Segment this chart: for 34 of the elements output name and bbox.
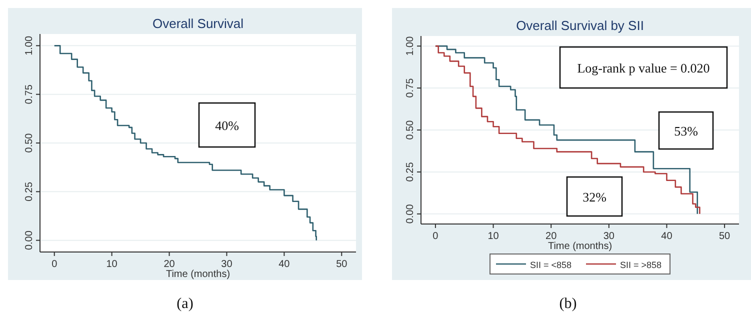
x-tick-label: 20	[546, 231, 558, 242]
x-axis-title: Time (months)	[548, 241, 612, 252]
x-tick-label: 40	[661, 231, 673, 242]
chart-title: Overall Survival	[152, 16, 244, 31]
y-tick-label: 0.75	[405, 78, 416, 98]
x-tick-label: 20	[164, 259, 176, 270]
legend-label: SII = >858	[620, 260, 662, 270]
y-tick-label: 0.75	[24, 84, 35, 104]
y-tick-label: 1.00	[405, 36, 416, 56]
text: (a)	[176, 296, 194, 312]
y-tick-label: 0.00	[24, 230, 35, 250]
y-tick-label: 0.00	[405, 204, 416, 224]
x-tick-label: 40	[278, 259, 290, 270]
x-tick-label: 0	[432, 231, 439, 242]
x-tick-label: 50	[718, 231, 731, 242]
y-tick-label: 1.00	[24, 36, 35, 56]
x-tick-label: 0	[52, 259, 58, 270]
annotation: 53%	[674, 124, 698, 138]
x-axis-title: Time (months)	[166, 269, 230, 280]
y-tick-label: 0.25	[24, 181, 35, 202]
y-tick-label: 0.50	[405, 120, 416, 140]
x-tick-label: 10	[488, 231, 500, 242]
annotation: 40%	[215, 118, 240, 133]
chart-title: Overall Survival by SII	[516, 18, 644, 33]
y-tick-label: 0.50	[24, 132, 35, 153]
annotation: 32%	[582, 190, 607, 204]
x-tick-label: 50	[336, 259, 348, 270]
annotation: Log-rank p value = 0.020	[577, 60, 710, 76]
text: (b)	[559, 296, 577, 312]
y-tick-label: 0.25	[405, 162, 416, 182]
x-tick-label: 30	[221, 259, 233, 270]
x-tick-label: 10	[106, 259, 118, 270]
x-tick-label: 30	[603, 231, 615, 242]
legend-label: SII = <858	[530, 260, 572, 270]
